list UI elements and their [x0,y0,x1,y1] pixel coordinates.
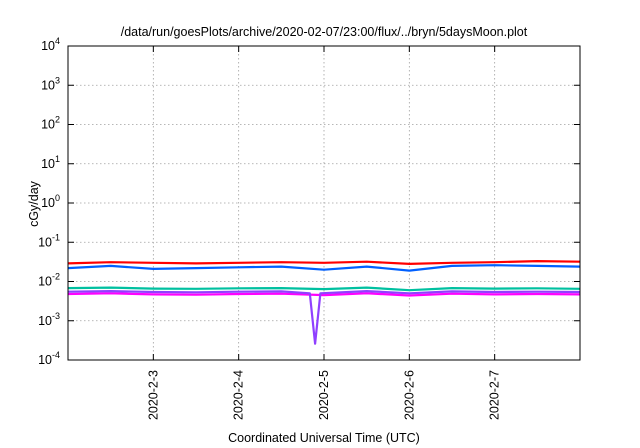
y-tick-label: 100 [41,193,60,210]
grid [68,46,580,360]
x-tick-label: 2020-2-5 [317,370,331,420]
x-tick-label: 2020-2-3 [146,370,160,420]
series-line [67,260,581,265]
x-tick-label: 2020-2-6 [402,370,416,420]
x-tick-label: 2020-2-4 [232,370,246,420]
y-tick-label: 10-2 [38,272,60,289]
series-line [67,292,581,297]
y-tick-label: 103 [41,75,60,92]
chart-title: /data/run/goesPlots/archive/2020-02-07/2… [121,25,528,39]
series-line [67,264,581,272]
series-group [67,260,581,345]
y-tick-label: 102 [41,115,60,132]
y-tick-label: 10-3 [38,311,60,328]
ticks: 10-4 10-3 10-2 10-1 100 101 102 103 104 2020-2-3 2… [38,36,580,420]
x-axis-label: Coordinated Universal Time (UTC) [228,431,420,445]
x-tick-label: 2020-2-7 [488,370,502,420]
y-tick-label: 104 [41,36,60,53]
y-tick-label: 10-4 [38,350,60,367]
y-axis-label: cGy/day [27,180,41,227]
y-tick-label: 101 [41,154,60,171]
series-line [67,286,581,292]
y-tick-label: 10-1 [38,232,60,249]
series-line [67,290,581,345]
